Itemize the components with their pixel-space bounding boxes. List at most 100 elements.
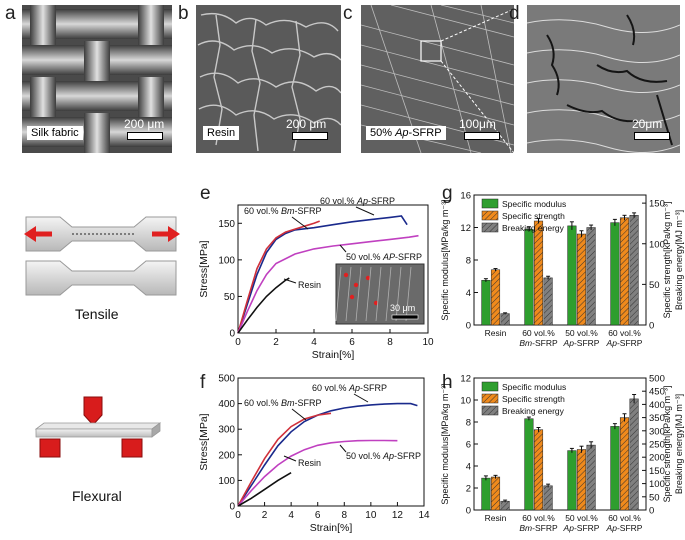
y-axis-label: Specific modulus[MPa/kg m⁻³] xyxy=(440,383,450,504)
category-label: 60 vol.% xyxy=(608,513,641,523)
x-tick-label: 14 xyxy=(418,510,430,521)
x-tick-label: 6 xyxy=(349,337,355,348)
category-label: Resin xyxy=(485,513,507,523)
category-sublabel: Ap-SFRP xyxy=(563,338,600,348)
y2-tick-label: 50 xyxy=(649,280,660,291)
tensile-specimen-illustration xyxy=(24,216,180,296)
inset-marker xyxy=(353,282,359,288)
bar-hatch xyxy=(543,485,553,510)
bar-hatch xyxy=(620,217,629,325)
y-tick-label: 400 xyxy=(218,399,235,410)
y-tick-label: 8 xyxy=(466,256,471,267)
scale-bar-b xyxy=(292,132,328,140)
panel-label-c: c xyxy=(343,3,353,24)
x-tick-label: 2 xyxy=(273,337,279,348)
series-arrow-ap50 xyxy=(339,244,347,253)
y2-axis-label: Specific strength[kPa/kg m⁻³] xyxy=(662,386,672,503)
y-axis-label: Stress[MPa] xyxy=(198,240,210,297)
series-label-resin: Resin xyxy=(298,280,321,290)
category-sublabel: Ap-SFRP xyxy=(606,523,643,533)
x-tick-label: 4 xyxy=(311,337,317,348)
series-line xyxy=(237,472,292,507)
x-tick-label: 6 xyxy=(315,510,321,521)
bar-hatch xyxy=(620,417,629,510)
flexural-stress-strain-chart: 0 2 4 6 8 10 12 14 0 100 200 300 400 500 Strain[%] Stre… xyxy=(198,374,430,535)
series-line-ap50 xyxy=(237,234,419,334)
bar-hatch xyxy=(500,501,510,510)
bar xyxy=(481,280,491,326)
category-sublabel: Ap-SFRP xyxy=(606,338,643,348)
resin-micrograph xyxy=(196,5,341,153)
tensile-properties-bar-chart: 0 4 8 12 16 0 50 100 150 Specific modulus[MPa/kg … xyxy=(440,191,684,349)
legend-label: Specific modulus xyxy=(502,199,566,209)
category-label: 60 vol.% xyxy=(522,513,555,523)
x-tick-label: 8 xyxy=(342,510,348,521)
y2-tick-label: 450 xyxy=(649,387,665,398)
y-tick-label: 0 xyxy=(466,321,471,332)
inset-scale-bar xyxy=(391,314,419,320)
x-tick-label: 8 xyxy=(387,337,393,348)
inset-marker xyxy=(343,272,349,278)
series-line xyxy=(237,402,418,507)
y2-tick-label: 100 xyxy=(649,479,665,490)
category-sublabel: Bm-SFRP xyxy=(519,523,558,533)
inset-marker xyxy=(349,294,355,300)
y2-axis-label: Specific strength[kPa/kg m⁻³] xyxy=(662,202,672,319)
series-label-ap50: 50 vol.% AP-SFRP xyxy=(346,252,422,262)
inset-fiber xyxy=(395,266,402,322)
y-tick-label: 4 xyxy=(466,288,471,299)
bar xyxy=(481,477,491,511)
inset-marker xyxy=(373,300,379,306)
legend-label: Breaking energy xyxy=(502,406,565,416)
series-arrow-bm60 xyxy=(291,216,309,230)
legend-label: Specific strength xyxy=(502,211,565,221)
x-tick-label: 10 xyxy=(365,510,377,521)
y2-tick-label: 0 xyxy=(649,506,654,517)
ap-sfrp-zoom-micrograph xyxy=(527,5,680,153)
y-tick-label: 0 xyxy=(466,506,471,517)
y-tick-label: 300 xyxy=(218,425,235,436)
legend-swatch-hatch xyxy=(482,223,498,232)
tensile-caption: Tensile xyxy=(75,306,119,322)
y-tick-label: 16 xyxy=(460,191,471,202)
bar-hatch xyxy=(534,429,543,510)
series-label-bm60: 60 vol.% Bm-SFRP xyxy=(244,398,322,408)
series-line-resin xyxy=(237,277,290,334)
bar-hatch xyxy=(577,234,586,325)
bar-hatch xyxy=(629,215,639,325)
bar-hatch xyxy=(500,313,510,325)
series-label-ap60: 60 vol.% Ap-SFRP xyxy=(320,196,395,206)
flexural-caption: Flexural xyxy=(72,488,122,504)
bar-hatch xyxy=(586,227,596,325)
inset-fiber xyxy=(355,266,362,322)
y-tick-label: 100 xyxy=(218,255,235,266)
y-tick-label: 150 xyxy=(218,219,235,230)
category-label: 50 vol.% xyxy=(565,513,598,523)
y-axis-label: Specific modulus[MPa/kg m⁻³] xyxy=(440,199,450,320)
bar xyxy=(567,450,577,511)
series-arrow-resin xyxy=(283,278,297,284)
silk-fabric-tag: Silk fabric xyxy=(27,126,83,140)
legend: Specific modulus Specific strength Breakin… xyxy=(481,381,566,416)
bar-hatch xyxy=(534,221,543,325)
panel-label-f: f xyxy=(200,372,206,393)
y-tick-label: 200 xyxy=(218,450,235,461)
series-line xyxy=(237,439,398,507)
legend-label: Specific strength xyxy=(502,394,565,404)
legend: Specific modulus Specific strength Breakin… xyxy=(481,198,566,233)
y2-tick-label: 50 xyxy=(649,492,660,503)
y-tick-label: 12 xyxy=(460,223,471,234)
y2-tick-label: 500 xyxy=(649,374,665,385)
ap-sfrp-tag: 50% Ap-SFRP xyxy=(366,126,446,140)
scale-bar-c xyxy=(464,132,500,140)
series-line xyxy=(237,412,332,507)
flexural-test-illustration xyxy=(34,396,162,458)
inset-fiber xyxy=(405,266,412,322)
x-tick-label: 4 xyxy=(288,510,294,521)
category-label: Resin xyxy=(485,328,507,338)
category-label: 60 vol.% xyxy=(608,328,641,338)
panel-label-d: d xyxy=(509,3,520,24)
x-tick-label: 10 xyxy=(422,337,434,348)
y2-tick-label: 250 xyxy=(649,440,665,451)
series-line-ap60 xyxy=(237,215,408,334)
